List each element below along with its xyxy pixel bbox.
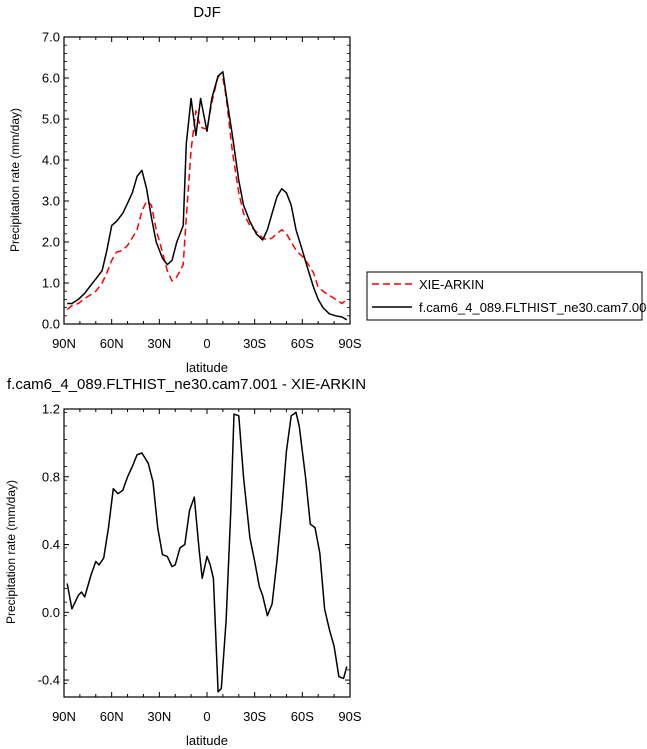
bottom-x-tick-label: 30N [147, 709, 171, 724]
top-x-tick-label: 90N [52, 336, 76, 351]
bottom-series-lines [66, 411, 348, 693]
top-panel: DJF 90N 60N 30N 0 30S 60S 90S 0.0 1.0 2.0 3.0 4.0 5… [8, 4, 362, 375]
top-series-line-xie-arkin [66, 75, 348, 311]
top-y-tick-label: 6.0 [42, 71, 60, 86]
top-x-tick-label: 0 [203, 336, 210, 351]
bottom-y-tick-label: 0.4 [42, 537, 60, 552]
bottom-y-tick-label: 1.2 [42, 402, 60, 417]
top-y-tick-label: 7.0 [42, 30, 60, 45]
top-y-ticks: 0.0 1.0 2.0 3.0 4.0 5.0 6.0 7.0 [42, 30, 350, 332]
top-x-tick-label: 60N [100, 336, 124, 351]
bottom-panel: f.cam6_4_089.FLTHIST_ne30.cam7.001 - XIE… [4, 376, 366, 748]
top-series-lines [66, 71, 348, 321]
legend-label-cam: f.cam6_4_089.FLTHIST_ne30.cam7.001 [419, 300, 647, 315]
top-y-tick-label: 0.0 [42, 317, 60, 332]
top-y-tick-label: 1.0 [42, 276, 60, 291]
bottom-x-tick-label: 0 [203, 709, 210, 724]
top-x-axis-label: latitude [186, 360, 228, 375]
top-y-tick-label: 5.0 [42, 112, 60, 127]
top-y-axis-label: Precipitation rate (mm/day) [8, 108, 22, 252]
top-y-tick-label: 4.0 [42, 153, 60, 168]
top-y-tick-label: 2.0 [42, 235, 60, 250]
legend-box [366, 271, 643, 321]
bottom-chart-title: f.cam6_4_089.FLTHIST_ne30.cam7.001 - XIE… [7, 376, 366, 393]
bottom-x-tick-label: 90S [338, 709, 361, 724]
top-x-tick-label: 90S [338, 336, 361, 351]
bottom-plot-frame [63, 408, 351, 698]
bottom-x-axis-label: latitude [186, 733, 228, 748]
bottom-x-ticks: 90N 60N 30N 0 30S 60S 90S [52, 409, 362, 724]
top-plot-frame [63, 36, 351, 325]
legend: XIE-ARKIN f.cam6_4_089.FLTHIST_ne30.cam7… [366, 271, 647, 321]
top-x-tick-label: 30N [147, 336, 171, 351]
bottom-x-tick-label: 30S [243, 709, 266, 724]
top-x-tick-label: 30S [243, 336, 266, 351]
legend-label-xie-arkin: XIE-ARKIN [419, 277, 484, 292]
bottom-y-tick-label: -0.4 [38, 673, 60, 688]
top-x-ticks: 90N 60N 30N 0 30S 60S 90S [52, 37, 362, 351]
bottom-y-tick-label: 0.0 [42, 605, 60, 620]
top-chart-title: DJF [193, 4, 221, 21]
bottom-x-tick-label: 90N [52, 709, 76, 724]
bottom-series-line-difference [66, 411, 348, 693]
bottom-y-tick-label: 0.8 [42, 469, 60, 484]
bottom-x-tick-label: 60S [291, 709, 314, 724]
bottom-y-ticks: -0.4 0.0 0.4 0.8 1.2 [38, 402, 350, 698]
bottom-x-tick-label: 60N [100, 709, 124, 724]
top-series-line-f-cam6-4-089-flthist-ne30-cam7-001 [67, 71, 348, 321]
bottom-y-axis-label: Precipitation rate (mm/day) [4, 480, 18, 624]
top-y-tick-label: 3.0 [42, 194, 60, 209]
top-x-tick-label: 60S [291, 336, 314, 351]
